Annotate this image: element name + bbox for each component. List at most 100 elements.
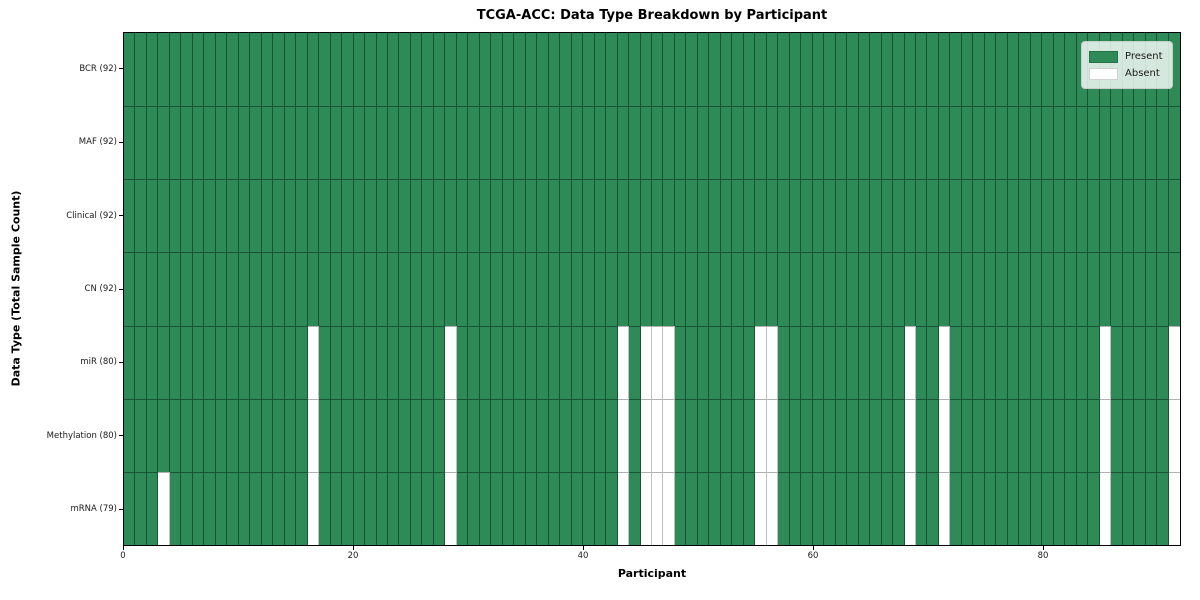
cell-MAF-p67 xyxy=(893,106,905,180)
cell-CN-p4 xyxy=(169,252,182,326)
cell-Clinical-p83 xyxy=(1076,179,1089,253)
cell-Clinical-p30 xyxy=(468,179,480,253)
cell-miR-p62 xyxy=(835,325,848,399)
cell-MAF-p31 xyxy=(479,106,492,180)
cell-MAF-p9 xyxy=(227,106,239,180)
cell-mRNA-p78 xyxy=(1019,471,1031,545)
cell-CN-p70 xyxy=(927,252,939,326)
cell-CN-p77 xyxy=(1007,252,1020,326)
cell-Clinical-p87 xyxy=(1122,179,1135,253)
cell-MAF-p19 xyxy=(342,106,354,180)
cell-Clinical-p56 xyxy=(766,179,779,253)
cell-miR-p49 xyxy=(686,325,698,399)
cell-MAF-p64 xyxy=(858,106,871,180)
cell-MAF-p83 xyxy=(1076,106,1089,180)
ytick-label-BCR: BCR (92) xyxy=(79,63,117,74)
cell-MAF-p22 xyxy=(376,106,388,180)
cell-Clinical-p71 xyxy=(938,179,951,253)
cell-miR-p4 xyxy=(169,325,182,399)
cell-BCR-p4 xyxy=(169,33,182,107)
cell-miR-p57 xyxy=(778,325,790,399)
cell-miR-p6 xyxy=(192,325,205,399)
cell-BCR-p46 xyxy=(652,33,664,107)
cell-Clinical-p42 xyxy=(606,179,618,253)
cell-MAF-p52 xyxy=(720,106,733,180)
cell-mRNA-p81 xyxy=(1053,471,1066,545)
cell-Methylation-p40 xyxy=(583,398,595,472)
cell-miR-p85 xyxy=(1099,325,1112,399)
cell-MAF-p26 xyxy=(422,106,434,180)
cell-MAF-p46 xyxy=(652,106,664,180)
cell-MAF-p16 xyxy=(307,106,320,180)
cell-BCR-p65 xyxy=(870,33,882,107)
cell-mRNA-p88 xyxy=(1134,471,1146,545)
cell-miR-p74 xyxy=(973,325,985,399)
cell-miR-p66 xyxy=(881,325,894,399)
xtick-label-80: 80 xyxy=(1037,551,1049,561)
cell-BCR-p30 xyxy=(468,33,480,107)
cell-CN-p37 xyxy=(548,252,561,326)
cell-miR-p39 xyxy=(571,325,584,399)
cell-mRNA-p80 xyxy=(1042,471,1054,545)
cell-Clinical-p33 xyxy=(502,179,515,253)
cell-Clinical-p58 xyxy=(789,179,802,253)
legend-swatch-absent xyxy=(1089,67,1118,80)
cell-Methylation-p83 xyxy=(1076,398,1089,472)
cell-CN-p51 xyxy=(709,252,721,326)
cell-CN-p76 xyxy=(996,252,1008,326)
cell-miR-p22 xyxy=(376,325,388,399)
cell-mRNA-p76 xyxy=(996,471,1008,545)
cell-BCR-p24 xyxy=(399,33,411,107)
xtick-mark xyxy=(122,546,124,550)
cell-miR-p14 xyxy=(284,325,297,399)
cell-MAF-p48 xyxy=(674,106,687,180)
ytick-mark xyxy=(119,68,123,70)
cell-mRNA-p48 xyxy=(674,471,687,545)
cell-mRNA-p67 xyxy=(893,471,905,545)
cell-Clinical-p65 xyxy=(870,179,882,253)
cell-MAF-p70 xyxy=(927,106,939,180)
cell-Methylation-p81 xyxy=(1053,398,1066,472)
cell-miR-p63 xyxy=(847,325,859,399)
cell-mRNA-p24 xyxy=(399,471,411,545)
cell-MAF-p28 xyxy=(445,106,457,180)
cell-Clinical-p43 xyxy=(617,179,630,253)
cell-Methylation-p2 xyxy=(146,398,159,472)
cell-MAF-p18 xyxy=(330,106,343,180)
cell-CN-p50 xyxy=(697,252,710,326)
cell-CN-p73 xyxy=(961,252,974,326)
cell-Methylation-p13 xyxy=(273,398,285,472)
cell-MAF-p47 xyxy=(663,106,675,180)
cell-CN-p86 xyxy=(1111,252,1123,326)
cell-MAF-p91 xyxy=(1168,106,1180,180)
cell-CN-p67 xyxy=(893,252,905,326)
cell-miR-p15 xyxy=(296,325,308,399)
cell-MAF-p49 xyxy=(686,106,698,180)
cell-Methylation-p14 xyxy=(284,398,297,472)
cell-Methylation-p32 xyxy=(491,398,503,472)
cell-CN-p45 xyxy=(640,252,652,326)
cell-Clinical-p15 xyxy=(296,179,308,253)
cell-MAF-p36 xyxy=(537,106,549,180)
cell-CN-p48 xyxy=(674,252,687,326)
cell-Methylation-p3 xyxy=(158,398,170,472)
cell-CN-p65 xyxy=(870,252,882,326)
cell-Clinical-p90 xyxy=(1157,179,1169,253)
cell-BCR-p34 xyxy=(514,33,526,107)
cell-CN-p68 xyxy=(904,252,916,326)
cell-Methylation-p69 xyxy=(916,398,928,472)
cell-BCR-p35 xyxy=(525,33,538,107)
cell-Methylation-p31 xyxy=(479,398,492,472)
cell-MAF-p68 xyxy=(904,106,916,180)
cell-miR-p67 xyxy=(893,325,905,399)
cell-MAF-p41 xyxy=(594,106,607,180)
cell-Methylation-p74 xyxy=(973,398,985,472)
cell-BCR-p29 xyxy=(456,33,469,107)
cell-CN-p57 xyxy=(778,252,790,326)
ytick-label-Clinical: Clinical (92) xyxy=(66,210,117,221)
cell-MAF-p45 xyxy=(640,106,652,180)
cell-miR-p51 xyxy=(709,325,721,399)
cell-Methylation-p18 xyxy=(330,398,343,472)
cell-CN-p88 xyxy=(1134,252,1146,326)
cell-miR-p41 xyxy=(594,325,607,399)
